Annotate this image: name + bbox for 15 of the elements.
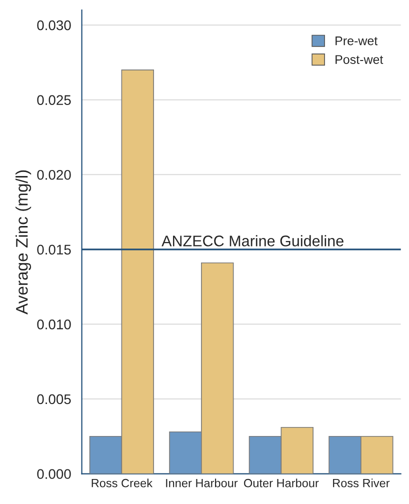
y-tick-label: 0.010 [37,320,71,330]
y-tick-label: 0.000 [37,469,71,479]
y-tick-label: 0.015 [37,244,71,255]
y-tick-label: 0.025 [37,95,71,105]
y-axis-title: Average Zinc (mg/l) [16,170,32,314]
y-tick-label: 0.005 [37,394,71,404]
x-tick-label: Ross Creek [92,478,153,488]
x-tick-label: Outer Harbour [244,478,319,488]
x-tick-label: Inner Harbour [166,478,238,488]
y-tick-label: 0.020 [37,170,71,180]
y-tick-label: 0.030 [37,20,71,30]
ref-line-label: ANZECC Marine Guideline [162,235,344,246]
legend-label: Pre-wet [336,36,378,46]
legend-label: Post-wet [336,55,384,64]
x-tick-label: Ross River [333,478,390,488]
